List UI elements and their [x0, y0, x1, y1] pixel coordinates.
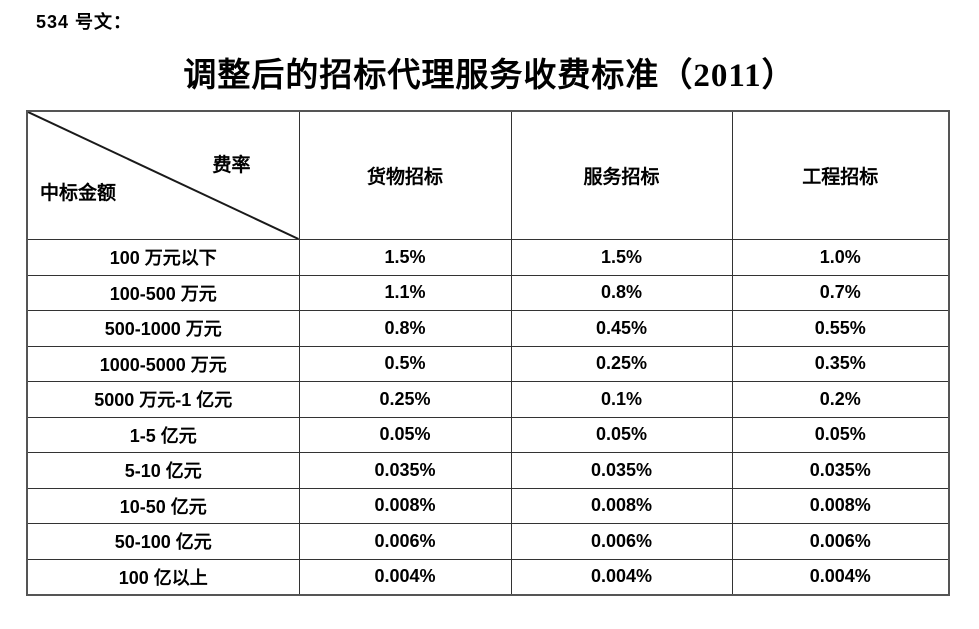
rate-cell: 0.035%: [510, 452, 733, 489]
rate-cell: 1.5%: [298, 239, 512, 276]
corner-label-amount: 中标金额: [40, 183, 117, 204]
corner-label-rate: 费率: [212, 155, 251, 176]
table-row: 100 万元以下 1.5% 1.5% 1.0%: [26, 239, 950, 276]
rate-cell: 0.35%: [731, 345, 950, 382]
page-title: 调整后的招标代理服务收费标准（2011）: [183, 58, 796, 94]
table-row: 100 亿以上 0.004% 0.004% 0.004%: [26, 558, 950, 596]
table-row: 5-10 亿元 0.035% 0.035% 0.035%: [26, 452, 950, 489]
rate-cell: 0.008%: [510, 487, 733, 524]
amount-cell: 5-10 亿元: [26, 452, 300, 489]
amount-cell: 5000 万元-1 亿元: [26, 381, 300, 418]
table-row: 10-50 亿元 0.008% 0.008% 0.008%: [26, 487, 950, 524]
rate-cell: 0.2%: [731, 381, 950, 418]
column-header-engineering-bidding: 工程招标: [731, 110, 950, 240]
rate-cell: 0.004%: [731, 558, 950, 596]
amount-cell: 1-5 亿元: [26, 416, 300, 453]
rate-cell: 0.05%: [510, 416, 733, 453]
amount-cell: 100 亿以上: [26, 558, 300, 596]
amount-cell: 10-50 亿元: [26, 487, 300, 524]
rate-cell: 0.45%: [510, 310, 733, 347]
table-body: 100 万元以下 1.5% 1.5% 1.0% 100-500 万元 1.1% 0.8% 0.…: [26, 239, 950, 596]
amount-cell: 50-100 亿元: [26, 523, 300, 560]
diagonal-header-cell: 费率 中标金额: [26, 110, 300, 240]
table-row: 1000-5000 万元 0.5% 0.25% 0.35%: [26, 345, 950, 382]
rate-cell: 0.004%: [510, 558, 733, 596]
table-row: 50-100 亿元 0.006% 0.006% 0.006%: [26, 523, 950, 560]
table-row: 100-500 万元 1.1% 0.8% 0.7%: [26, 274, 950, 311]
rate-cell: 1.5%: [510, 239, 733, 276]
rate-cell: 0.004%: [298, 558, 512, 596]
doc-number-label: 534 号文：: [36, 12, 133, 32]
amount-cell: 500-1000 万元: [26, 310, 300, 347]
rate-cell: 0.7%: [731, 274, 950, 311]
amount-cell: 100-500 万元: [26, 274, 300, 311]
rate-cell: 0.008%: [731, 487, 950, 524]
rate-cell: 0.008%: [298, 487, 512, 524]
rate-cell: 0.006%: [510, 523, 733, 560]
fee-table: 费率 中标金额 货物招标 服务招标 工程招标 100 万元以下 1.5% 1.5% 1…: [26, 110, 950, 596]
rate-cell: 0.8%: [298, 310, 512, 347]
diagonal-line: [28, 112, 299, 239]
table-header-row: 费率 中标金额 货物招标 服务招标 工程招标: [26, 110, 950, 240]
rate-cell: 1.0%: [731, 239, 950, 276]
rate-cell: 0.035%: [298, 452, 512, 489]
rate-cell: 1.1%: [298, 274, 512, 311]
rate-cell: 0.05%: [731, 416, 950, 453]
column-header-goods-bidding: 货物招标: [298, 110, 512, 240]
rate-cell: 0.035%: [731, 452, 950, 489]
rate-cell: 0.05%: [298, 416, 512, 453]
table-row: 500-1000 万元 0.8% 0.45% 0.55%: [26, 310, 950, 347]
rate-cell: 0.006%: [298, 523, 512, 560]
amount-cell: 100 万元以下: [26, 239, 300, 276]
rate-cell: 0.1%: [510, 381, 733, 418]
rate-cell: 0.8%: [510, 274, 733, 311]
rate-cell: 0.5%: [298, 345, 512, 382]
rate-cell: 0.25%: [510, 345, 733, 382]
table-row: 5000 万元-1 亿元 0.25% 0.1% 0.2%: [26, 381, 950, 418]
table-row: 1-5 亿元 0.05% 0.05% 0.05%: [26, 416, 950, 453]
column-header-service-bidding: 服务招标: [510, 110, 733, 240]
rate-cell: 0.25%: [298, 381, 512, 418]
rate-cell: 0.55%: [731, 310, 950, 347]
rate-cell: 0.006%: [731, 523, 950, 560]
amount-cell: 1000-5000 万元: [26, 345, 300, 382]
